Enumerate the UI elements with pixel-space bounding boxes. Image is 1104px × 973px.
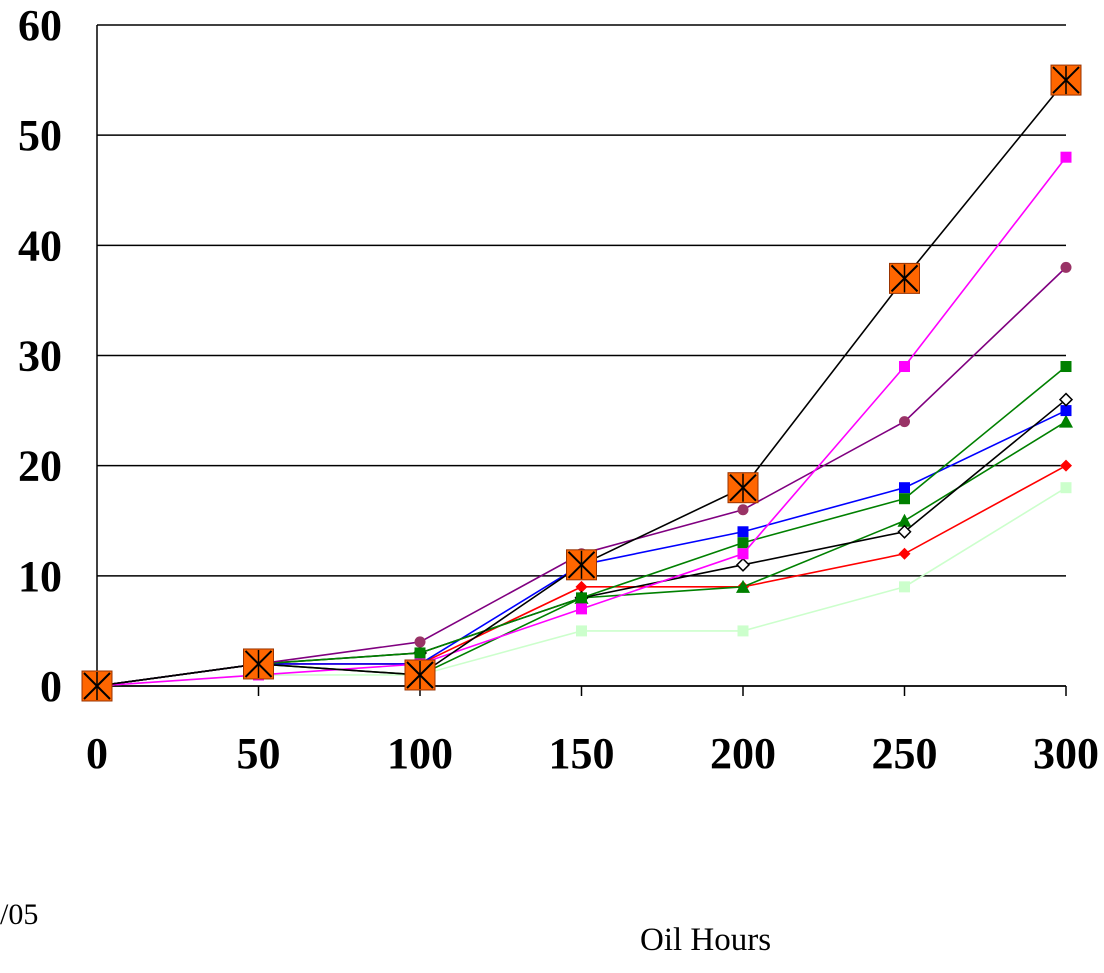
series-line	[96, 365, 1067, 687]
y-tick-label: 20	[18, 442, 62, 491]
data-point	[414, 636, 426, 648]
data-point	[1060, 151, 1072, 163]
data-point	[899, 416, 910, 428]
series-1	[81, 64, 1082, 702]
x-axis-ticks: 0 50 100 150 200 250 300	[86, 686, 1099, 778]
footer-date-fragment: /05	[0, 898, 39, 931]
y-tick-label: 30	[18, 332, 62, 381]
data-point	[81, 670, 113, 702]
x-tick-label: 50	[237, 729, 281, 778]
grid	[97, 24, 1066, 687]
data-point	[1060, 361, 1072, 373]
data-point	[898, 547, 911, 560]
data-point	[576, 603, 587, 615]
line-chart: 0 10 20 30 40 50 60 0 50 100 150 200 250 300	[18, 1, 1099, 778]
series-4	[91, 361, 1072, 692]
series-2	[91, 151, 1072, 692]
data-point	[576, 625, 587, 637]
data-point	[737, 504, 749, 516]
data-point	[727, 472, 759, 504]
data-point	[1059, 414, 1073, 428]
data-point	[899, 482, 910, 494]
data-point	[899, 361, 910, 373]
data-point	[737, 526, 749, 538]
series-line	[96, 398, 1067, 687]
series-group	[81, 64, 1082, 702]
data-point	[414, 647, 426, 659]
data-point	[576, 592, 587, 604]
y-tick-label: 10	[18, 552, 62, 601]
x-tick-label: 300	[1033, 729, 1099, 778]
y-axis-ticks: 0 10 20 30 40 50 60	[18, 1, 62, 711]
data-point	[575, 580, 588, 593]
data-point	[737, 625, 749, 637]
x-tick-label: 100	[387, 729, 453, 778]
data-point	[404, 659, 436, 691]
data-point	[737, 537, 749, 549]
data-point	[889, 262, 920, 294]
series-6	[91, 405, 1072, 692]
data-point	[899, 493, 910, 505]
data-point	[1050, 64, 1082, 96]
data-point	[243, 648, 274, 680]
data-point	[737, 548, 749, 560]
data-point	[897, 513, 912, 527]
data-point	[736, 579, 750, 593]
y-tick-label: 40	[18, 221, 62, 270]
y-tick-label: 60	[18, 1, 62, 50]
data-point	[1060, 459, 1072, 472]
x-tick-label: 250	[872, 729, 938, 778]
data-point	[566, 549, 597, 581]
y-tick-label: 0	[40, 662, 62, 711]
series-line	[96, 266, 1067, 687]
data-point	[899, 581, 910, 593]
series-line	[96, 409, 1067, 687]
data-point	[735, 557, 751, 572]
data-point	[1060, 261, 1072, 273]
y-tick-label: 50	[18, 111, 62, 160]
data-point	[1060, 482, 1072, 494]
data-point	[1058, 392, 1074, 407]
data-point	[1060, 405, 1072, 417]
x-axis-label: Oil Hours	[640, 922, 772, 958]
x-tick-label: 0	[86, 729, 108, 778]
data-point	[897, 524, 912, 539]
x-tick-label: 150	[549, 729, 615, 778]
x-tick-label: 200	[710, 729, 776, 778]
